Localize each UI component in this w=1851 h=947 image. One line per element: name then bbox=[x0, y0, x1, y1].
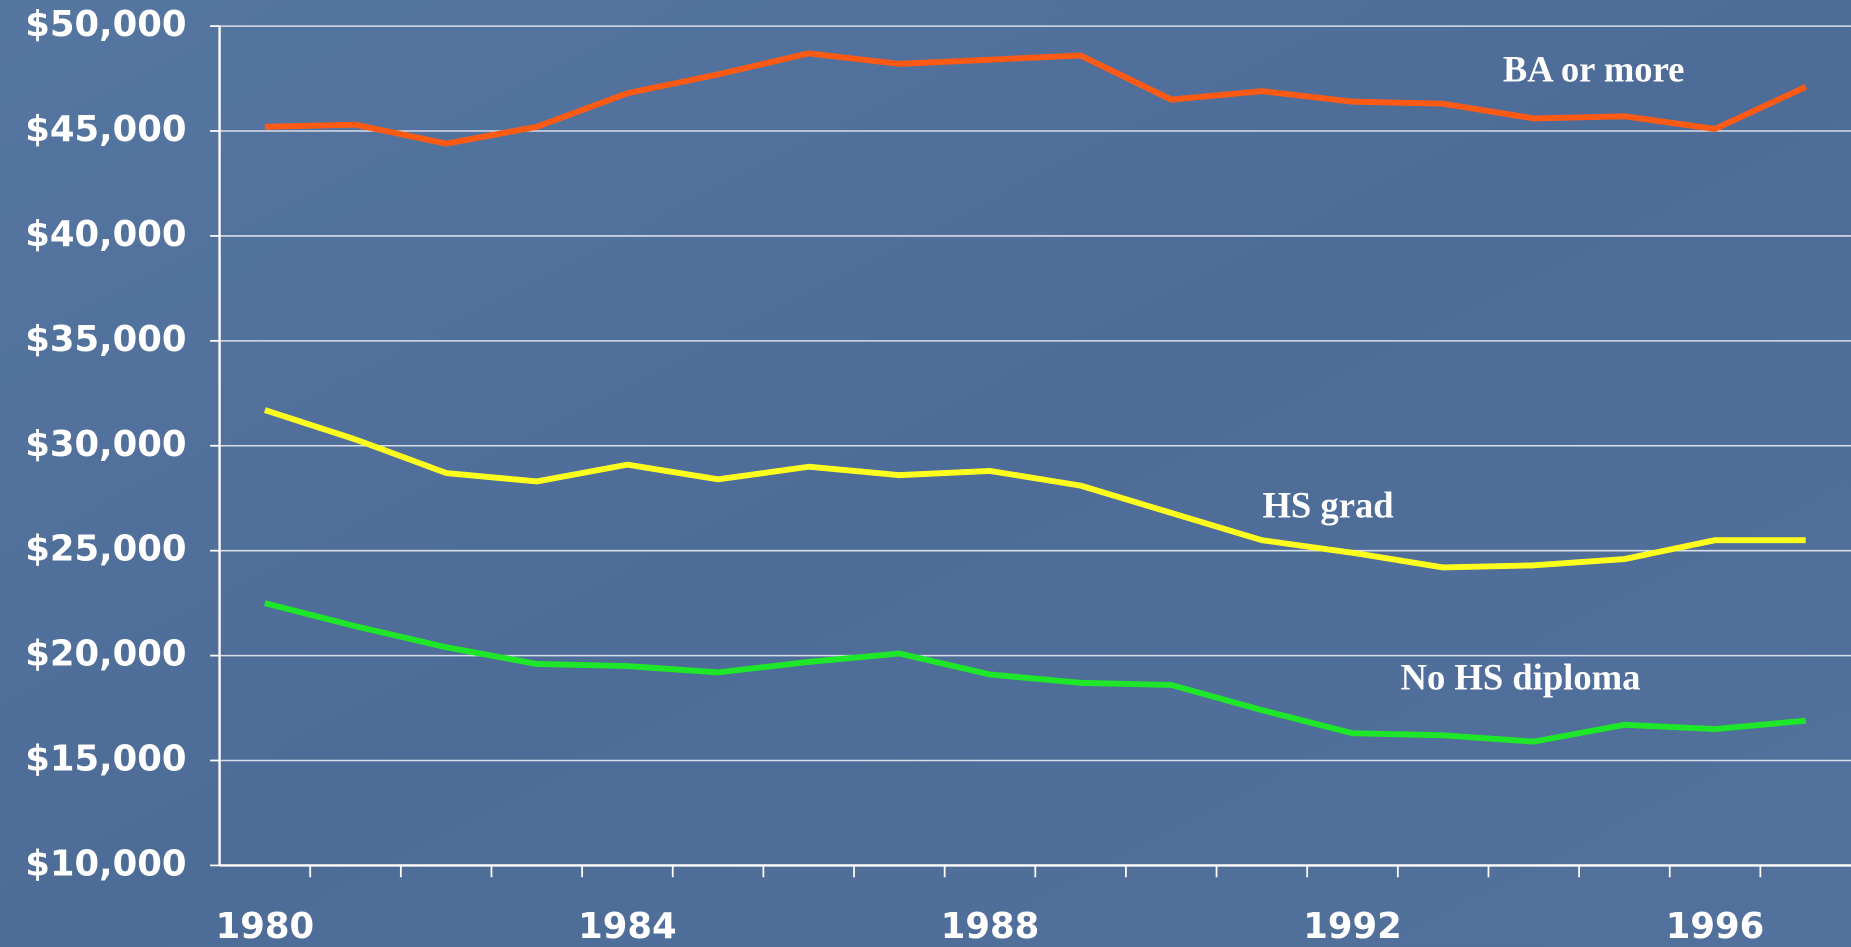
series-label: HS grad bbox=[1262, 484, 1393, 525]
series-label: BA or more bbox=[1503, 49, 1685, 90]
x-tick-label: 1992 bbox=[1303, 906, 1402, 947]
series-label: No HS diploma bbox=[1401, 657, 1641, 698]
series-line bbox=[264, 50, 1807, 147]
x-tick-label: 1988 bbox=[941, 906, 1040, 947]
y-tick-label: $15,000 bbox=[25, 739, 186, 780]
y-tick-label: $35,000 bbox=[25, 319, 186, 360]
y-tick-label: $25,000 bbox=[25, 529, 186, 570]
x-tick-label: 1984 bbox=[578, 906, 677, 947]
series-line bbox=[263, 407, 1806, 571]
y-tick-label: $30,000 bbox=[25, 424, 186, 465]
x-tick-label: 1996 bbox=[1666, 906, 1765, 947]
x-tick-label: 1980 bbox=[216, 906, 315, 947]
y-tick-label: $45,000 bbox=[25, 109, 186, 150]
y-tick-label: $40,000 bbox=[25, 214, 186, 255]
series-line bbox=[264, 600, 1806, 745]
y-tick-label: $50,000 bbox=[25, 4, 186, 45]
y-tick-label: $10,000 bbox=[25, 843, 186, 884]
y-tick-label: $20,000 bbox=[25, 634, 186, 675]
